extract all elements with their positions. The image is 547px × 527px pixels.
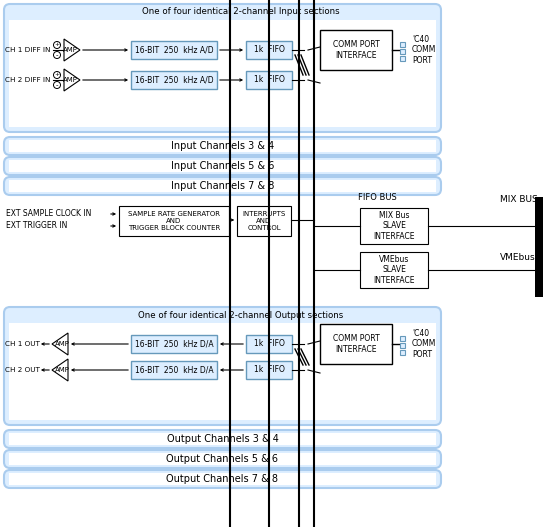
Bar (320, 324, 392, 364)
Text: +: + (54, 43, 60, 47)
Bar (400, 42, 405, 47)
Bar (400, 336, 405, 341)
Bar (400, 56, 405, 61)
Text: CH 2 OUT: CH 2 OUT (5, 367, 40, 373)
Text: AMP: AMP (55, 367, 69, 373)
Text: Input Channels 5 & 6: Input Channels 5 & 6 (171, 161, 274, 171)
Bar (237, 206, 291, 236)
FancyBboxPatch shape (4, 430, 441, 448)
Text: EXT TRIGGER IN: EXT TRIGGER IN (6, 221, 67, 230)
Polygon shape (52, 333, 68, 355)
Text: COMM PORT
INTERFACE: COMM PORT INTERFACE (333, 334, 380, 354)
Circle shape (54, 82, 61, 89)
Bar (246, 71, 292, 89)
Text: FIFO BUS: FIFO BUS (358, 193, 397, 202)
Text: MIX BUS: MIX BUS (500, 196, 538, 204)
Text: 'C40
COMM
PORT: 'C40 COMM PORT (412, 329, 437, 359)
Bar (131, 361, 217, 379)
Text: EXT SAMPLE CLOCK IN: EXT SAMPLE CLOCK IN (6, 210, 91, 219)
Polygon shape (64, 69, 80, 91)
Bar (9, 180, 436, 192)
Text: -: - (56, 82, 58, 88)
FancyBboxPatch shape (4, 4, 441, 132)
Bar (535, 197, 543, 257)
Text: VMEbus: VMEbus (500, 252, 536, 261)
Text: CH 2 DIFF IN: CH 2 DIFF IN (5, 77, 50, 83)
Text: CH 1 OUT: CH 1 OUT (5, 341, 40, 347)
Text: VMEbus
SLAVE
INTERFACE: VMEbus SLAVE INTERFACE (373, 255, 415, 285)
Text: AMP: AMP (55, 341, 69, 347)
Bar (9, 20, 436, 127)
Text: Output Channels 5 & 6: Output Channels 5 & 6 (166, 454, 278, 464)
Bar (320, 30, 392, 70)
Text: SAMPLE RATE GENERATOR
AND
TRIGGER BLOCK COUNTER: SAMPLE RATE GENERATOR AND TRIGGER BLOCK … (128, 211, 220, 231)
Text: 16-BIT  250  kHz A/D: 16-BIT 250 kHz A/D (135, 45, 213, 54)
FancyBboxPatch shape (4, 470, 441, 488)
Bar (246, 335, 292, 353)
Text: 1k  FIFO: 1k FIFO (254, 366, 284, 375)
Text: CH 1 DIFF IN: CH 1 DIFF IN (5, 47, 50, 53)
Bar (360, 252, 428, 288)
Bar (246, 41, 292, 59)
Polygon shape (52, 359, 68, 381)
Text: -: - (56, 52, 58, 58)
Bar (9, 140, 436, 152)
Bar (131, 335, 217, 353)
Bar (360, 208, 428, 244)
Bar (400, 350, 405, 355)
Bar (131, 71, 217, 89)
Text: 1k  FIFO: 1k FIFO (254, 339, 284, 348)
Circle shape (54, 52, 61, 58)
FancyBboxPatch shape (4, 307, 441, 425)
Text: AMP: AMP (63, 47, 78, 53)
Bar (535, 247, 543, 297)
Bar (400, 343, 405, 348)
Bar (131, 41, 217, 59)
Bar (9, 473, 436, 485)
Text: One of four identical 2-channel Output sections: One of four identical 2-channel Output s… (138, 310, 343, 319)
Text: One of four identical 2-channel Input sections: One of four identical 2-channel Input se… (142, 7, 339, 16)
Bar (119, 206, 229, 236)
Text: 1k  FIFO: 1k FIFO (254, 45, 284, 54)
Text: Output Channels 7 & 8: Output Channels 7 & 8 (166, 474, 278, 484)
Bar (9, 433, 436, 445)
Text: AMP: AMP (63, 77, 78, 83)
Bar (246, 361, 292, 379)
Text: Output Channels 3 & 4: Output Channels 3 & 4 (167, 434, 278, 444)
Polygon shape (64, 39, 80, 61)
FancyBboxPatch shape (4, 177, 441, 195)
Text: Input Channels 7 & 8: Input Channels 7 & 8 (171, 181, 274, 191)
Text: 16-BIT  250  kHz A/D: 16-BIT 250 kHz A/D (135, 75, 213, 84)
Bar (400, 49, 405, 54)
Text: COMM PORT
INTERFACE: COMM PORT INTERFACE (333, 40, 380, 60)
Text: 1k  FIFO: 1k FIFO (254, 75, 284, 84)
FancyBboxPatch shape (4, 137, 441, 155)
Bar (9, 323, 436, 420)
Circle shape (54, 42, 61, 48)
Text: INTERRUPTS
AND
CONTROL: INTERRUPTS AND CONTROL (242, 211, 286, 231)
Text: 'C40
COMM
PORT: 'C40 COMM PORT (412, 35, 437, 65)
Text: Input Channels 3 & 4: Input Channels 3 & 4 (171, 141, 274, 151)
Bar (9, 160, 436, 172)
FancyBboxPatch shape (4, 450, 441, 468)
FancyBboxPatch shape (4, 157, 441, 175)
Text: 16-BIT  250  kHz D/A: 16-BIT 250 kHz D/A (135, 339, 213, 348)
Text: +: + (54, 73, 60, 77)
Bar (9, 453, 436, 465)
Circle shape (54, 72, 61, 79)
Text: 16-BIT  250  kHz D/A: 16-BIT 250 kHz D/A (135, 366, 213, 375)
Text: MIX Bus
SLAVE
INTERFACE: MIX Bus SLAVE INTERFACE (373, 211, 415, 241)
